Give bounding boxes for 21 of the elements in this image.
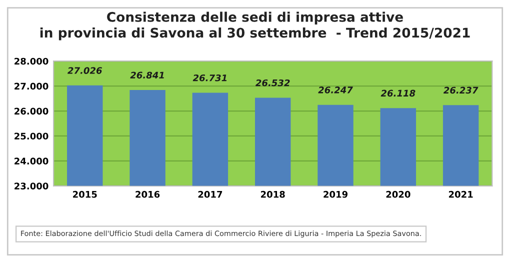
data-label: 26.731: [192, 74, 227, 82]
x-tick-label: 2019: [324, 190, 348, 198]
x-tick-label: 2018: [261, 190, 285, 198]
y-tick-label: 26.000: [14, 108, 48, 115]
data-label: 26.118: [380, 90, 416, 97]
chart-title: Consistenza delle sedi di impresa attive in provincia di Savona al 30 settembre - Trend 2015/2021: [40, 12, 470, 40]
y-tick-label: 25.000: [14, 132, 48, 140]
x-tick-label: 2020: [386, 190, 410, 198]
y-tick-label: 23.000: [14, 182, 48, 190]
data-label: 26.237: [443, 86, 478, 94]
x-tick-label: 2021: [448, 190, 473, 198]
x-tick-label: 2016: [136, 190, 160, 198]
data-label: 26.532: [256, 79, 290, 86]
y-tick-label: 28.000: [14, 58, 48, 65]
x-tick-label: 2017: [198, 190, 222, 198]
y-tick-label: 24.000: [14, 158, 48, 164]
data-label: 27.026: [68, 67, 102, 74]
x-tick-label: 2015: [73, 190, 97, 198]
y-tick-label: 27.000: [14, 82, 48, 90]
data-label: 26.841: [130, 72, 164, 79]
data-label: 26.247: [318, 86, 353, 94]
